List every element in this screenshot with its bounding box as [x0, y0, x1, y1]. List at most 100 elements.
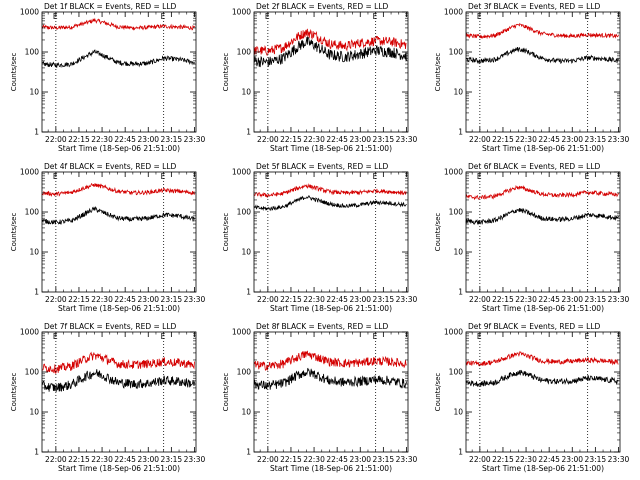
y-tick-label: 100: [25, 368, 40, 377]
x-tick-label: 22:15: [492, 135, 514, 144]
x-tick-label: 22:00: [469, 135, 491, 144]
x-tick-label: 22:30: [91, 295, 113, 304]
x-axis-label: Start Time (18-Sep-06 21:51:00): [270, 144, 392, 153]
x-tick-label: 23:30: [396, 295, 418, 304]
x-tick-label: 23:00: [349, 455, 371, 464]
marker-label: E: [477, 12, 482, 21]
x-tick-label: 23:00: [561, 455, 583, 464]
lld-series-line: [465, 22, 619, 40]
x-tick-label: 22:00: [257, 135, 279, 144]
y-tick-label: 100: [25, 48, 40, 57]
y-tick-label: 1000: [444, 328, 463, 337]
panel-title: Det 7f BLACK = Events, RED = LLD: [44, 322, 177, 331]
x-tick-label: 22:45: [538, 455, 560, 464]
x-tick-label: 22:30: [515, 455, 537, 464]
lld-series-line: [465, 351, 619, 367]
y-tick-label: 1: [458, 288, 463, 297]
marker-label: E: [53, 332, 58, 341]
marker-label: E: [373, 332, 378, 341]
x-tick-label: 22:30: [91, 135, 113, 144]
x-tick-label: 23:30: [396, 135, 418, 144]
y-axis-label: Counts/sec: [434, 53, 442, 92]
events-series-line: [253, 195, 407, 212]
y-tick-label: 1: [34, 448, 39, 457]
marker-label: E: [373, 172, 378, 181]
y-axis-label: Counts/sec: [222, 213, 230, 252]
y-tick-label: 1000: [232, 8, 251, 17]
x-tick-label: 23:15: [585, 455, 607, 464]
y-tick-label: 1000: [444, 168, 463, 177]
plot-frame: [465, 171, 621, 293]
x-tick-label: 22:00: [257, 455, 279, 464]
y-tick-label: 100: [449, 208, 464, 217]
events-series-line: [253, 367, 407, 390]
y-tick-label: 10: [453, 408, 463, 417]
y-tick-label: 1000: [232, 328, 251, 337]
y-tick-label: 1: [246, 448, 251, 457]
panel-title: Det 1f BLACK = Events, RED = LLD: [44, 2, 177, 11]
marker-label: E: [585, 12, 590, 21]
x-tick-label: 23:15: [373, 455, 395, 464]
x-tick-label: 23:00: [137, 295, 159, 304]
x-tick-label: 22:45: [326, 295, 348, 304]
x-tick-label: 22:15: [492, 295, 514, 304]
x-tick-label: 22:00: [45, 295, 67, 304]
x-tick-label: 23:00: [349, 135, 371, 144]
y-tick-label: 1: [34, 288, 39, 297]
y-tick-label: 1000: [20, 328, 39, 337]
x-tick-label: 22:45: [538, 135, 560, 144]
plot-frame: [41, 11, 197, 133]
x-tick-label: 22:15: [280, 295, 302, 304]
x-tick-label: 22:15: [68, 455, 90, 464]
lld-series-line: [465, 184, 619, 201]
x-tick-label: 23:15: [161, 455, 183, 464]
y-tick-label: 10: [241, 408, 251, 417]
lld-series-line: [253, 28, 407, 56]
x-axis-label: Start Time (18-Sep-06 21:51:00): [58, 144, 180, 153]
x-tick-label: 23:00: [137, 455, 159, 464]
x-tick-label: 22:15: [492, 455, 514, 464]
x-axis-label: Start Time (18-Sep-06 21:51:00): [482, 304, 604, 313]
panel-title: Det 8f BLACK = Events, RED = LLD: [256, 322, 389, 331]
marker-label: E: [585, 172, 590, 181]
y-tick-label: 1: [34, 128, 39, 137]
x-tick-label: 23:00: [137, 135, 159, 144]
y-tick-label: 100: [237, 368, 252, 377]
y-tick-label: 100: [449, 368, 464, 377]
marker-label: E: [53, 172, 58, 181]
y-axis-label: Counts/sec: [222, 373, 230, 412]
marker-label: E: [585, 332, 590, 341]
x-tick-label: 22:30: [303, 455, 325, 464]
x-tick-label: 23:15: [161, 135, 183, 144]
x-tick-label: 22:15: [68, 135, 90, 144]
plot-frame: [253, 171, 409, 293]
y-tick-label: 1000: [444, 8, 463, 17]
marker-label: E: [161, 172, 166, 181]
marker-label: E: [161, 332, 166, 341]
x-tick-label: 22:00: [45, 455, 67, 464]
panel-title: Det 4f BLACK = Events, RED = LLD: [44, 162, 177, 171]
x-tick-label: 22:15: [280, 135, 302, 144]
x-tick-label: 22:00: [257, 295, 279, 304]
y-tick-label: 10: [29, 88, 39, 97]
y-tick-label: 100: [237, 48, 252, 57]
x-tick-label: 23:15: [585, 295, 607, 304]
events-series-line: [41, 49, 195, 68]
plot-frame: [41, 331, 197, 453]
y-axis-label: Counts/sec: [222, 53, 230, 92]
events-series-line: [253, 36, 407, 68]
x-tick-label: 22:30: [515, 135, 537, 144]
plot-frame: [465, 331, 621, 453]
x-tick-label: 23:15: [373, 135, 395, 144]
y-tick-label: 1: [246, 128, 251, 137]
marker-label: E: [265, 12, 270, 21]
y-tick-label: 10: [241, 248, 251, 257]
marker-label: E: [265, 172, 270, 181]
